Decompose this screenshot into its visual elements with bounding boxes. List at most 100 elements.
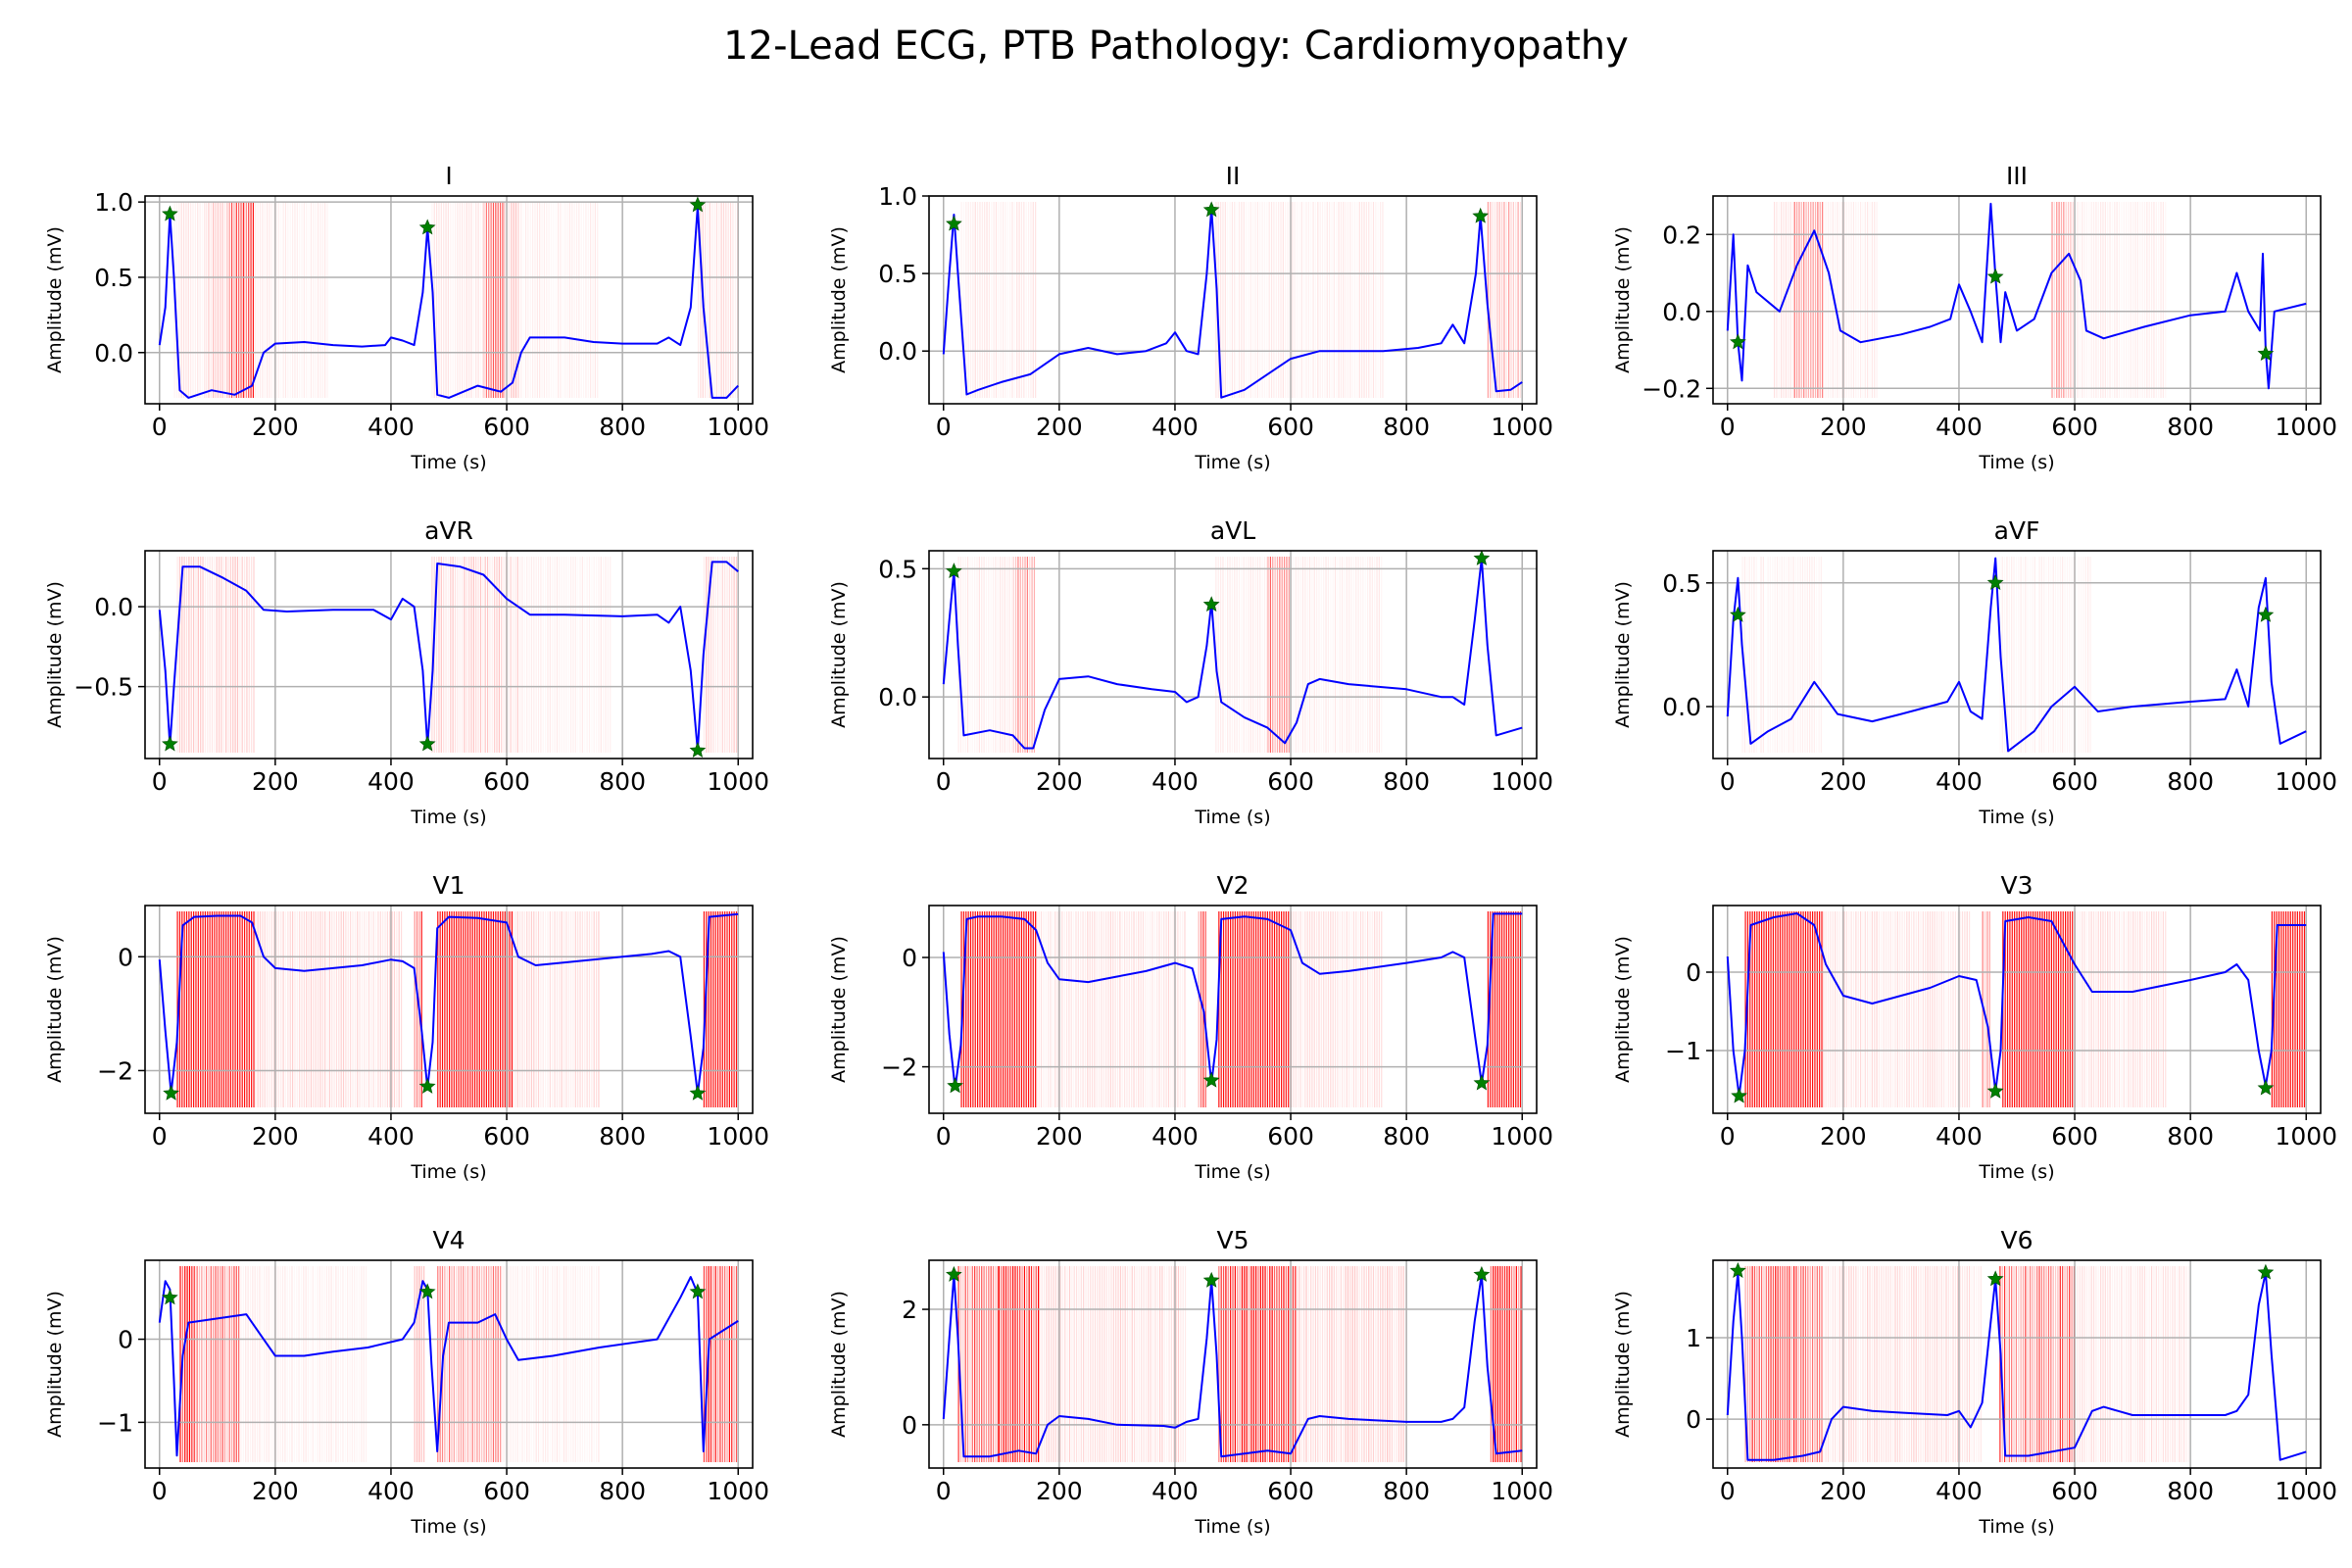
highlight-band <box>735 911 738 1107</box>
highlight-band <box>235 202 237 398</box>
highlight-band <box>1264 202 1265 398</box>
highlight-band <box>490 202 492 398</box>
highlight-band <box>1961 1266 1964 1462</box>
highlight-band <box>2116 1266 2118 1462</box>
highlight-band <box>1384 1266 1386 1462</box>
y-tick-label: 1 <box>1686 1324 1701 1352</box>
highlight-band <box>992 1266 995 1462</box>
highlight-band <box>1350 911 1352 1107</box>
highlight-band <box>1021 1266 1023 1462</box>
highlight-band <box>535 911 537 1107</box>
highlight-band <box>503 1266 505 1462</box>
highlight-band <box>572 911 574 1107</box>
peak-marker <box>162 1289 178 1305</box>
highlight-band <box>1122 1266 1124 1462</box>
highlight-band <box>1776 202 1778 398</box>
peak-marker <box>689 196 707 213</box>
highlight-band <box>473 911 476 1107</box>
highlight-band <box>2069 1266 2071 1462</box>
highlight-band <box>475 202 477 398</box>
highlight-band <box>716 911 719 1107</box>
peak-marker <box>1202 1271 1220 1288</box>
highlight-band <box>1839 202 1840 398</box>
plot-frame <box>144 905 754 1114</box>
highlight-band <box>437 1266 439 1462</box>
highlight-band <box>1294 202 1296 398</box>
highlight-band <box>1871 202 1873 398</box>
highlight-band <box>2107 1266 2109 1462</box>
highlight-band <box>1793 1266 1795 1462</box>
highlight-band <box>2098 1266 2099 1462</box>
highlight-band <box>1029 557 1031 753</box>
highlight-band <box>974 911 976 1107</box>
highlight-band <box>712 911 714 1107</box>
highlight-band <box>595 1266 598 1462</box>
highlight-band <box>2067 557 2068 753</box>
highlight-band <box>714 1266 716 1462</box>
highlight-band <box>1823 202 1825 398</box>
highlight-band <box>1245 557 1248 753</box>
highlight-band <box>2022 1266 2025 1462</box>
highlight-band <box>2085 1266 2088 1462</box>
highlight-band <box>1749 1266 1751 1462</box>
highlight-band <box>1788 557 1789 753</box>
highlight-band <box>567 911 569 1107</box>
highlight-band <box>1332 911 1334 1107</box>
highlight-band <box>464 557 466 753</box>
highlight-band <box>589 1266 590 1462</box>
highlight-band <box>1371 911 1373 1107</box>
highlight-band <box>1744 1266 1746 1462</box>
highlight-band <box>277 1266 279 1462</box>
highlight-band <box>240 202 242 398</box>
highlight-band <box>2136 202 2138 398</box>
highlight-band <box>981 1266 983 1462</box>
highlight-band <box>731 557 733 753</box>
highlight-band <box>1043 911 1045 1107</box>
highlight-band <box>1170 911 1172 1107</box>
highlight-band <box>1400 1266 1402 1462</box>
highlight-band <box>541 202 543 398</box>
highlight-band <box>269 911 270 1107</box>
highlight-band <box>1841 911 1843 1107</box>
highlight-band <box>710 1266 712 1462</box>
highlight-band <box>591 1266 593 1462</box>
highlight-band <box>282 911 284 1107</box>
highlight-band <box>2123 911 2125 1107</box>
highlight-band <box>1790 1266 1792 1462</box>
highlight-band <box>182 202 185 398</box>
highlight-band <box>275 911 277 1107</box>
highlight-band <box>1896 1266 1898 1462</box>
highlight-band <box>1149 911 1152 1107</box>
highlight-band <box>1785 202 1787 398</box>
highlight-band <box>559 1266 561 1462</box>
highlight-band <box>1129 1266 1131 1462</box>
highlight-band <box>573 202 575 398</box>
highlight-band <box>532 202 534 398</box>
highlight-band <box>2155 911 2157 1107</box>
highlight-band <box>366 911 368 1107</box>
highlight-band <box>2118 911 2121 1107</box>
highlight-band <box>2185 1266 2187 1462</box>
highlight-band <box>1316 911 1318 1107</box>
highlight-band <box>733 1266 735 1462</box>
highlight-band <box>489 557 491 753</box>
highlight-band <box>2109 911 2111 1107</box>
highlight-band <box>1000 557 1002 753</box>
highlight-band <box>2128 202 2130 398</box>
highlight-band <box>216 557 218 753</box>
highlight-band <box>264 911 266 1107</box>
highlight-band <box>251 911 253 1107</box>
highlight-band <box>2051 202 2053 398</box>
highlight-band <box>1078 1266 1080 1462</box>
highlight-band <box>2030 557 2031 753</box>
highlight-band <box>1343 202 1345 398</box>
y-tick-label: 0.0 <box>878 337 917 366</box>
x-tick-label: 400 <box>1936 1477 1983 1505</box>
highlight-band <box>1121 911 1123 1107</box>
peak-marker <box>2257 606 2275 622</box>
highlight-band <box>1869 202 1870 398</box>
highlight-band <box>340 911 342 1107</box>
highlight-band <box>502 911 504 1107</box>
highlight-band <box>1751 1266 1753 1462</box>
highlight-band <box>193 911 195 1107</box>
